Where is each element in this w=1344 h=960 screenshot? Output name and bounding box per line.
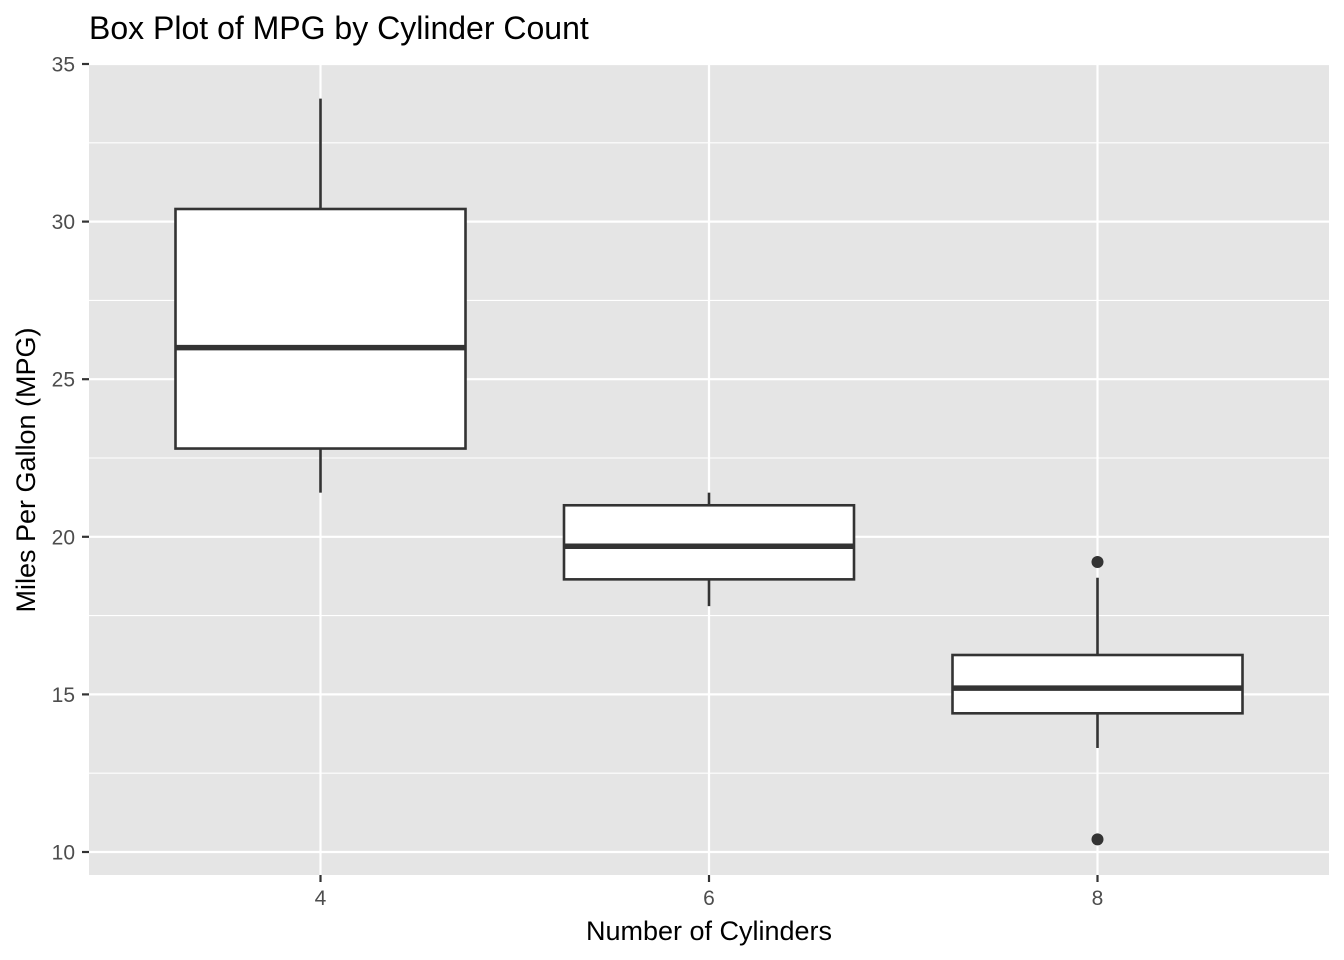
y-tick-label: 35 — [52, 54, 75, 77]
y-tick-label: 20 — [52, 526, 75, 549]
box-4-cyl — [174, 98, 467, 493]
x-tick-label: 4 — [315, 887, 327, 910]
x-axis-title: Number of Cylinders — [586, 916, 832, 946]
chart-title: Box Plot of MPG by Cylinder Count — [89, 10, 589, 46]
iqr-box — [562, 503, 856, 581]
y-tick-label: 30 — [52, 211, 75, 234]
box-8-cyl — [951, 556, 1244, 846]
outlier-point — [1091, 556, 1104, 569]
y-tick-label: 10 — [52, 842, 75, 865]
boxes — [174, 98, 1244, 846]
y-axis-title: Miles Per Gallon (MPG) — [11, 327, 41, 612]
outlier-point — [1091, 833, 1104, 846]
iqr-box — [174, 207, 467, 450]
axis-ticks — [82, 62, 1099, 882]
x-tick-label: 6 — [703, 887, 715, 910]
x-tick-label: 8 — [1092, 887, 1104, 910]
iqr-box — [951, 653, 1244, 715]
box-6-cyl — [562, 492, 856, 607]
y-tick-label: 25 — [52, 369, 75, 392]
y-tick-label: 15 — [52, 684, 75, 707]
tick-labels: 10 15 20 25 30 35 4 6 8 — [52, 54, 1104, 911]
